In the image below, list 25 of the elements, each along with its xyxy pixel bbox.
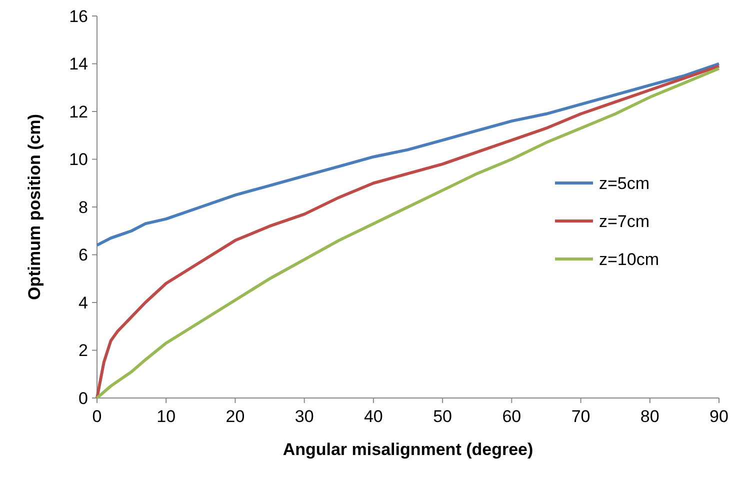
line-series [96, 62, 720, 247]
y-tick-label: 12 [69, 102, 88, 122]
x-axis-title: Angular misalignment (degree) [282, 440, 534, 459]
legend-label: z=5cm [599, 174, 650, 193]
x-tick-label: 50 [433, 407, 452, 426]
y-axis-title: Optimum position (cm) [25, 114, 44, 300]
y-tick-label: 16 [69, 6, 88, 26]
x-tick-label: 90 [710, 407, 728, 426]
y-tick-label: 0 [78, 388, 88, 408]
legend-label: z=10cm [599, 250, 659, 269]
x-tick-label: 40 [364, 407, 383, 426]
y-tick-label: 6 [78, 246, 88, 265]
y-tick-label: 14 [69, 54, 88, 74]
y-tick-label: 8 [78, 198, 88, 217]
x-tick-label: 30 [294, 407, 314, 426]
x-tick-label: 80 [640, 407, 660, 426]
x-tick-label: 70 [571, 407, 590, 426]
x-tick-label: 60 [502, 407, 522, 426]
x-tick-label: 10 [156, 407, 176, 426]
x-tick-label: 20 [226, 407, 245, 426]
y-tick-label: 4 [78, 293, 88, 312]
y-tick-label: 10 [69, 150, 88, 170]
x-tick-label: 0 [92, 407, 102, 426]
y-tick-label: 2 [78, 341, 88, 360]
legend-label: z=7cm [599, 212, 650, 231]
